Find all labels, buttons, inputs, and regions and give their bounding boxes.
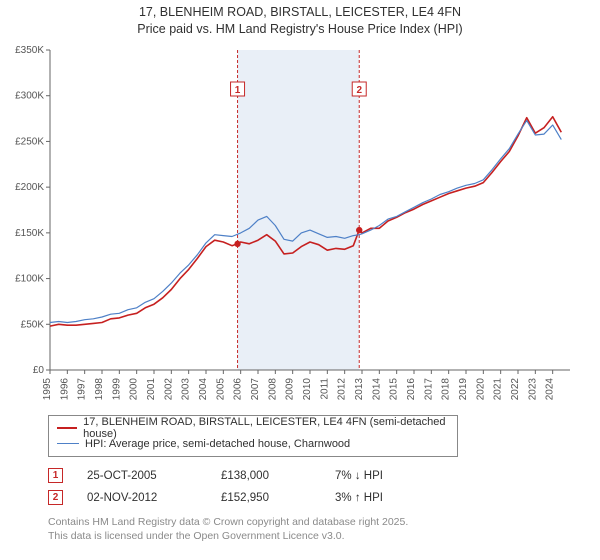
svg-text:2: 2 — [356, 85, 362, 96]
svg-text:1998: 1998 — [94, 377, 105, 400]
svg-text:2009: 2009 — [285, 377, 296, 400]
svg-text:£250K: £250K — [15, 136, 44, 147]
svg-text:1996: 1996 — [59, 377, 70, 400]
footer-line2: This data is licensed under the Open Gov… — [48, 530, 345, 542]
marker-price: £138,000 — [221, 470, 311, 482]
chart-title: 17, BLENHEIM ROAD, BIRSTALL, LEICESTER, … — [10, 4, 590, 38]
marker-number-box: 2 — [48, 490, 63, 505]
svg-text:2014: 2014 — [371, 377, 382, 400]
marker-number-box: 1 — [48, 468, 63, 483]
marker-row: 2 02-NOV-2012 £152,950 3% ↑ HPI — [48, 487, 590, 509]
svg-text:1997: 1997 — [77, 377, 88, 400]
marker-delta: 3% ↑ HPI — [335, 492, 415, 504]
svg-text:£50K: £50K — [21, 319, 45, 330]
legend-swatch — [57, 443, 79, 444]
svg-text:2010: 2010 — [302, 377, 313, 400]
svg-text:£0: £0 — [33, 365, 45, 376]
legend-label: HPI: Average price, semi-detached house,… — [85, 438, 350, 450]
svg-text:2011: 2011 — [319, 377, 330, 399]
svg-text:£200K: £200K — [15, 182, 44, 193]
svg-text:1999: 1999 — [111, 377, 122, 400]
svg-text:2008: 2008 — [267, 377, 278, 400]
svg-text:2021: 2021 — [493, 377, 504, 400]
svg-text:2006: 2006 — [233, 377, 244, 400]
svg-text:1995: 1995 — [42, 377, 53, 400]
svg-text:2002: 2002 — [163, 377, 174, 400]
svg-text:2020: 2020 — [475, 377, 486, 400]
svg-text:2005: 2005 — [215, 377, 226, 400]
footer-attribution: Contains HM Land Registry data © Crown c… — [48, 515, 590, 543]
title-line1: 17, BLENHEIM ROAD, BIRSTALL, LEICESTER, … — [139, 5, 461, 19]
marker-row: 1 25-OCT-2005 £138,000 7% ↓ HPI — [48, 465, 590, 487]
svg-text:2022: 2022 — [510, 377, 521, 400]
svg-text:2016: 2016 — [406, 377, 417, 400]
svg-text:2012: 2012 — [337, 377, 348, 400]
svg-text:2019: 2019 — [458, 377, 469, 400]
marker-date: 02-NOV-2012 — [87, 492, 197, 504]
svg-text:2024: 2024 — [545, 377, 556, 400]
svg-text:2018: 2018 — [441, 377, 452, 400]
svg-text:2004: 2004 — [198, 377, 209, 400]
legend-swatch — [57, 427, 77, 429]
svg-text:£100K: £100K — [15, 273, 44, 284]
svg-text:2003: 2003 — [181, 377, 192, 400]
svg-text:2017: 2017 — [423, 377, 434, 400]
svg-text:2013: 2013 — [354, 377, 365, 400]
svg-text:2000: 2000 — [129, 377, 140, 400]
chart-container: 17, BLENHEIM ROAD, BIRSTALL, LEICESTER, … — [0, 0, 600, 547]
marker-price: £152,950 — [221, 492, 311, 504]
legend: 17, BLENHEIM ROAD, BIRSTALL, LEICESTER, … — [48, 415, 458, 457]
svg-text:1: 1 — [235, 85, 241, 96]
svg-text:£150K: £150K — [15, 228, 44, 239]
legend-label: 17, BLENHEIM ROAD, BIRSTALL, LEICESTER, … — [83, 416, 449, 440]
svg-text:£300K: £300K — [15, 90, 44, 101]
svg-text:2007: 2007 — [250, 377, 261, 400]
svg-text:2001: 2001 — [146, 377, 157, 400]
svg-text:2023: 2023 — [527, 377, 538, 400]
marker-table: 1 25-OCT-2005 £138,000 7% ↓ HPI 2 02-NOV-2012… — [48, 465, 590, 509]
svg-text:£350K: £350K — [15, 45, 44, 56]
marker-delta: 7% ↓ HPI — [335, 470, 415, 482]
line-chart: £0 £50K £100K £150K £200K £250K £300K £350K 1995… — [10, 44, 575, 409]
svg-text:2015: 2015 — [389, 377, 400, 400]
legend-item: 17, BLENHEIM ROAD, BIRSTALL, LEICESTER, … — [57, 420, 449, 436]
footer-line1: Contains HM Land Registry data © Crown c… — [48, 516, 408, 528]
marker-date: 25-OCT-2005 — [87, 470, 197, 482]
title-line2: Price paid vs. HM Land Registry's House … — [137, 22, 462, 36]
